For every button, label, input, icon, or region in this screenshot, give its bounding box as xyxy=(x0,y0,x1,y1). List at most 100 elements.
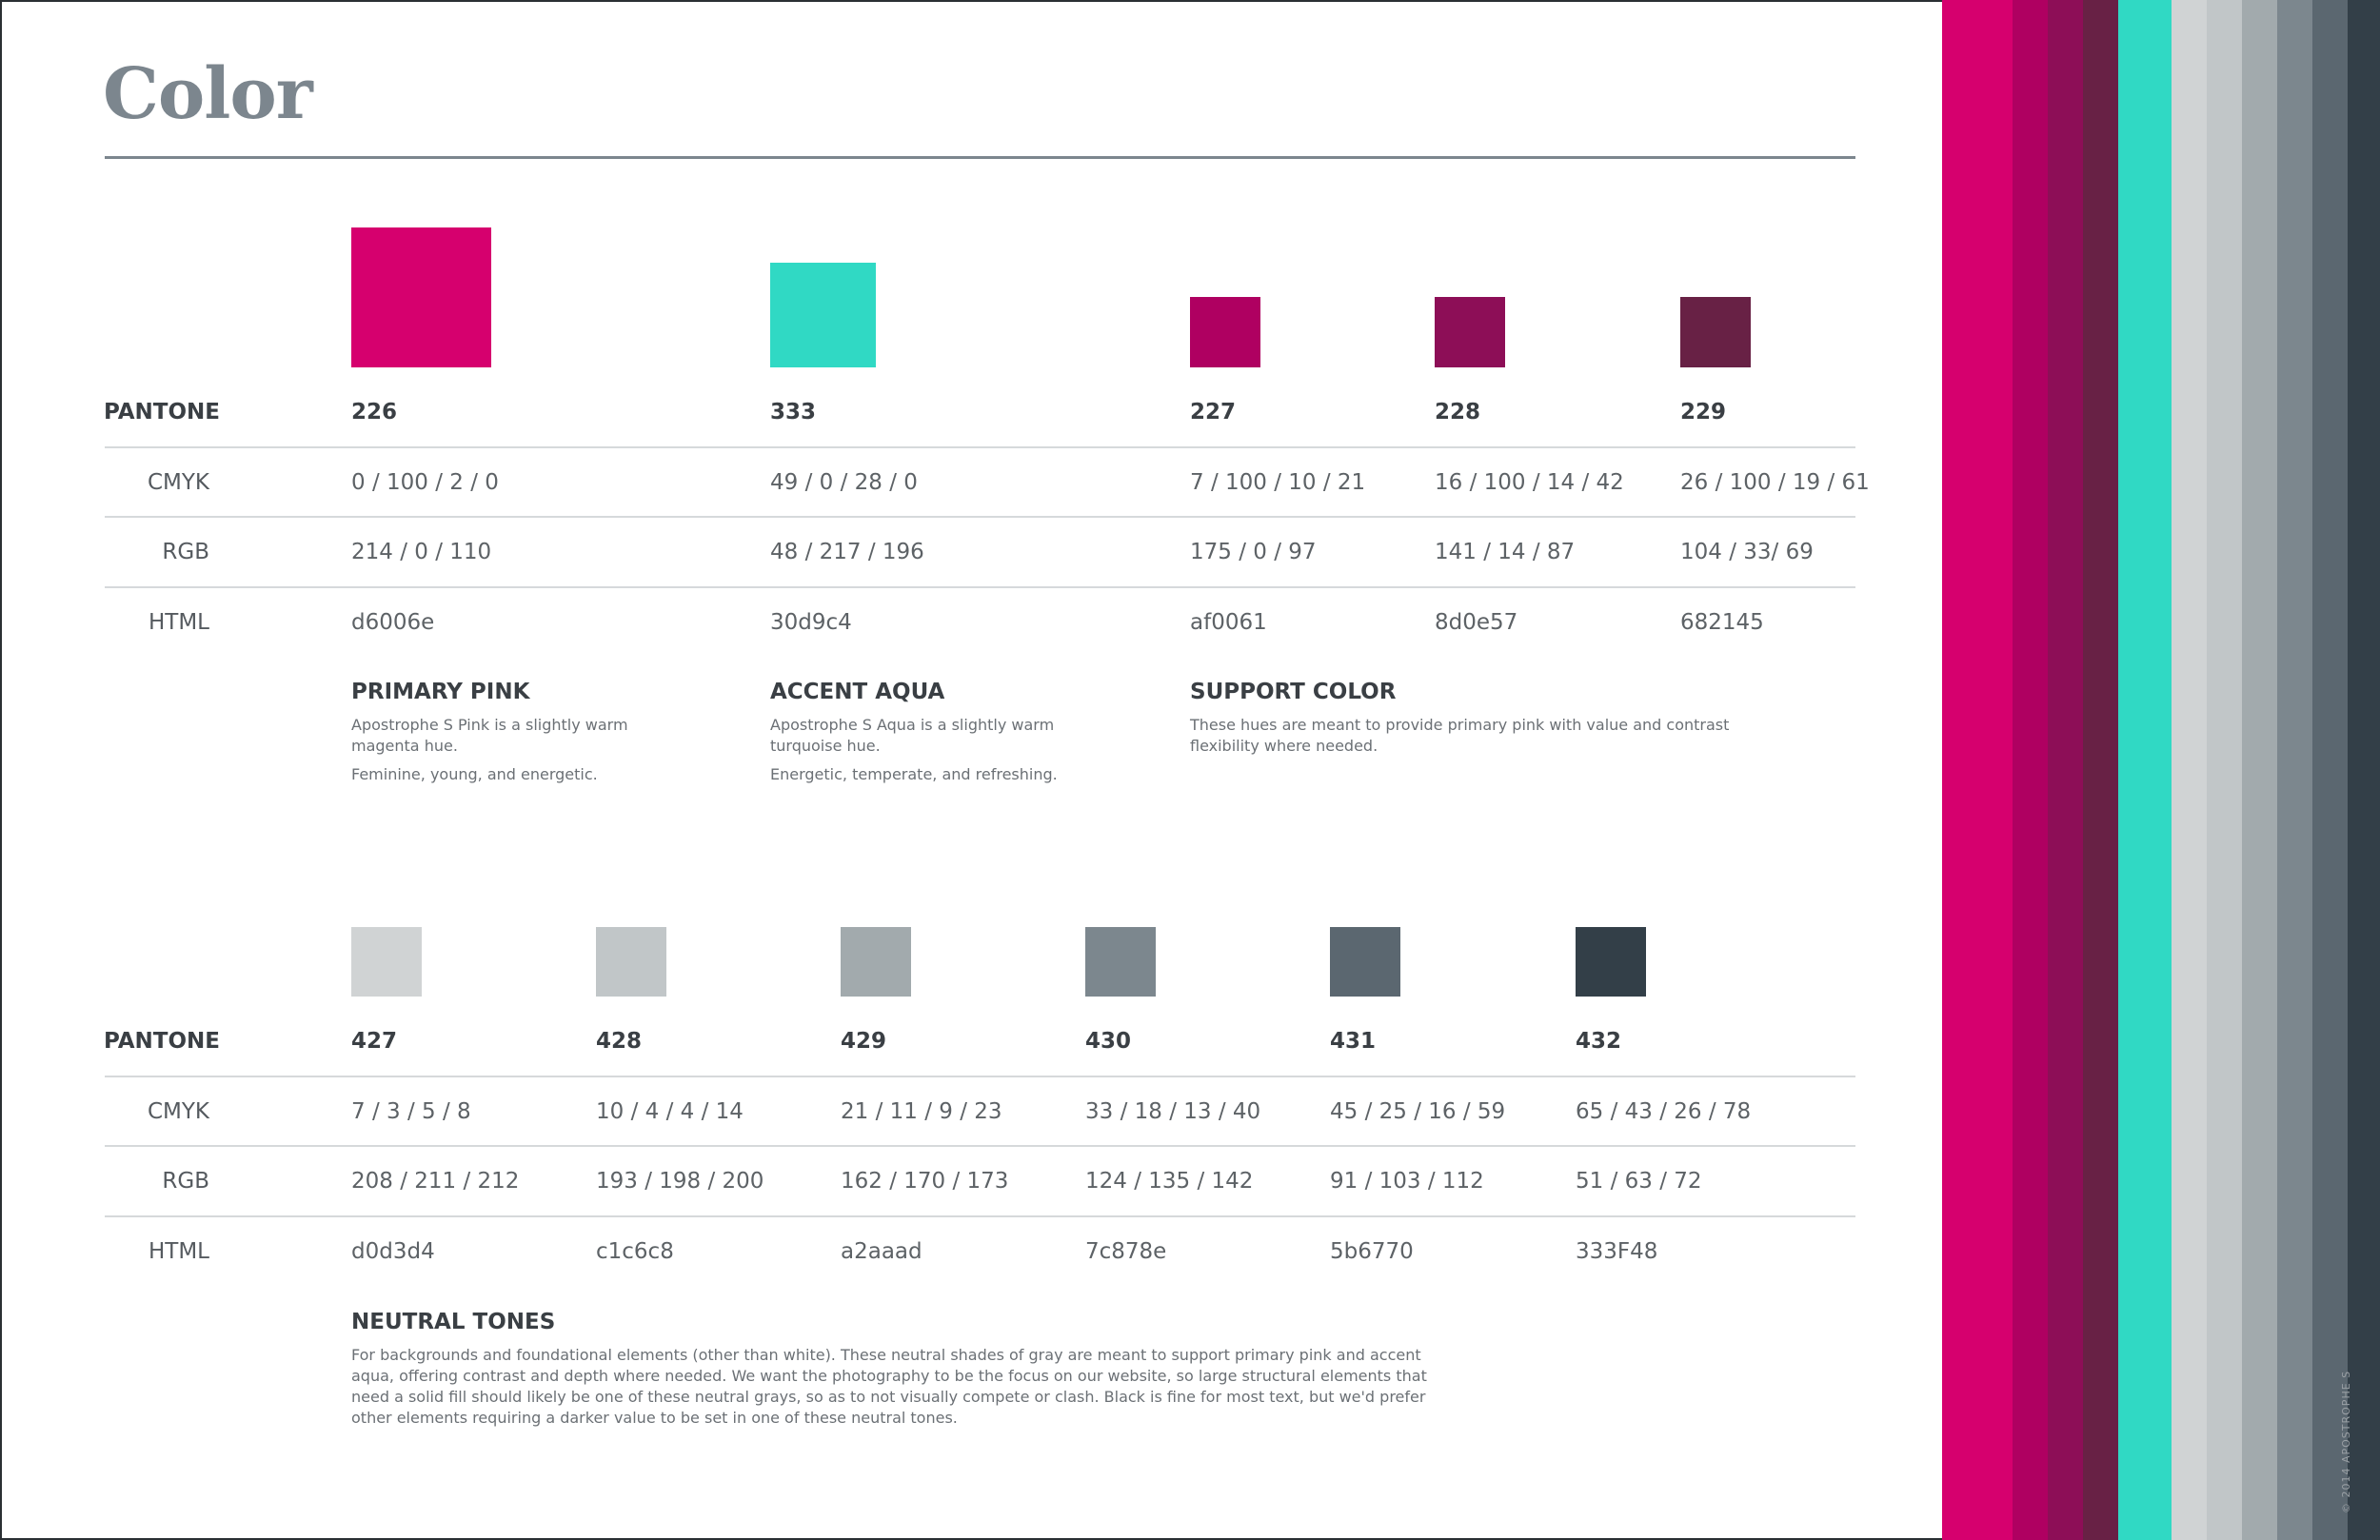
row-divider xyxy=(105,446,1855,448)
cmyk-value: 49 / 0 / 28 / 0 xyxy=(770,470,918,495)
pantone-value: 429 xyxy=(841,1029,887,1054)
html-value: d0d3d4 xyxy=(351,1239,435,1264)
copyright-text: © 2014 APOSTROPHE S xyxy=(2340,1370,2352,1513)
primary-pink-description: Apostrophe S Pink is a slightly warm mag… xyxy=(351,715,732,785)
rgb-value: 48 / 217 / 196 xyxy=(770,540,924,564)
pantone-value: 427 xyxy=(351,1029,398,1054)
rgb-value: 214 / 0 / 110 xyxy=(351,540,492,564)
description-line: turquoise hue. xyxy=(770,737,881,755)
rgb-value: 141 / 14 / 87 xyxy=(1435,540,1576,564)
html-value: af0061 xyxy=(1190,610,1267,635)
description-tagline: Feminine, young, and energetic. xyxy=(351,765,598,783)
description-line: For backgrounds and foundational element… xyxy=(351,1346,1421,1364)
pantone-label: PANTONE xyxy=(104,1029,220,1054)
stripe-428 xyxy=(2207,0,2242,1540)
rgb-value: 193 / 198 / 200 xyxy=(596,1169,764,1194)
swatch-229 xyxy=(1680,297,1751,367)
swatch-432 xyxy=(1576,927,1646,997)
cmyk-value: 16 / 100 / 14 / 42 xyxy=(1435,470,1624,495)
swatch-228 xyxy=(1435,297,1505,367)
pantone-value: 333 xyxy=(770,400,817,424)
pantone-value: 229 xyxy=(1680,400,1727,424)
cmyk-value: 26 / 100 / 19 / 61 xyxy=(1680,470,1870,495)
swatch-431 xyxy=(1330,927,1400,997)
description-line: Apostrophe S Pink is a slightly warm xyxy=(351,716,628,734)
cmyk-value: 7 / 3 / 5 / 8 xyxy=(351,1099,471,1124)
row-divider xyxy=(105,516,1855,518)
stripe-229 xyxy=(2083,0,2118,1540)
swatch-428 xyxy=(596,927,666,997)
cmyk-value: 21 / 11 / 9 / 23 xyxy=(841,1099,1002,1124)
html-label: HTML xyxy=(148,1239,209,1264)
description-line: Apostrophe S Aqua is a slightly warm xyxy=(770,716,1055,734)
neutral-tones-heading: NEUTRAL TONES xyxy=(351,1310,556,1334)
html-value: 333F48 xyxy=(1576,1239,1658,1264)
pantone-value: 432 xyxy=(1576,1029,1622,1054)
swatch-227 xyxy=(1190,297,1260,367)
stripe-226 xyxy=(1942,0,2013,1540)
rgb-value: 124 / 135 / 142 xyxy=(1085,1169,1254,1194)
description-line: other elements requiring a darker value … xyxy=(351,1409,958,1427)
row-divider xyxy=(105,1215,1855,1217)
description-line: aqua, offering contrast and depth where … xyxy=(351,1367,1427,1385)
description-line: need a solid fill should likely be one o… xyxy=(351,1388,1426,1406)
accent-aqua-heading: ACCENT AQUA xyxy=(770,680,945,704)
html-value: c1c6c8 xyxy=(596,1239,674,1264)
stripe-431 xyxy=(2312,0,2348,1540)
page-title: Color xyxy=(103,53,313,135)
rgb-value: 104 / 33/ 69 xyxy=(1680,540,1814,564)
rgb-value: 162 / 170 / 173 xyxy=(841,1169,1009,1194)
html-value: d6006e xyxy=(351,610,435,635)
swatch-427 xyxy=(351,927,422,997)
pantone-value: 226 xyxy=(351,400,398,424)
description-line: These hues are meant to provide primary … xyxy=(1190,716,1730,734)
html-value: 7c878e xyxy=(1085,1239,1167,1264)
row-divider xyxy=(105,1076,1855,1077)
cmyk-label: CMYK xyxy=(147,1099,209,1124)
cmyk-value: 10 / 4 / 4 / 14 xyxy=(596,1099,744,1124)
cmyk-label: CMYK xyxy=(147,470,209,495)
pantone-value: 428 xyxy=(596,1029,643,1054)
html-label: HTML xyxy=(148,610,209,635)
html-value: 5b6770 xyxy=(1330,1239,1414,1264)
row-divider xyxy=(105,1145,1855,1147)
html-value: 8d0e57 xyxy=(1435,610,1518,635)
support-color-description: These hues are meant to provide primary … xyxy=(1190,715,1799,757)
stripe-333 xyxy=(2118,0,2172,1540)
rgb-value: 175 / 0 / 97 xyxy=(1190,540,1317,564)
rgb-value: 51 / 63 / 72 xyxy=(1576,1169,1702,1194)
stripe-432 xyxy=(2348,0,2380,1540)
cmyk-value: 33 / 18 / 13 / 40 xyxy=(1085,1099,1261,1124)
swatch-429 xyxy=(841,927,911,997)
pantone-value: 228 xyxy=(1435,400,1481,424)
cmyk-value: 0 / 100 / 2 / 0 xyxy=(351,470,499,495)
row-divider xyxy=(105,586,1855,588)
stripe-429 xyxy=(2242,0,2277,1540)
rgb-value: 208 / 211 / 212 xyxy=(351,1169,520,1194)
rgb-value: 91 / 103 / 112 xyxy=(1330,1169,1484,1194)
description-line: magenta hue. xyxy=(351,737,458,755)
rgb-label: RGB xyxy=(162,540,209,564)
swatch-430 xyxy=(1085,927,1156,997)
html-value: 682145 xyxy=(1680,610,1764,635)
pantone-label: PANTONE xyxy=(104,400,220,424)
pantone-value: 227 xyxy=(1190,400,1237,424)
cmyk-value: 7 / 100 / 10 / 21 xyxy=(1190,470,1366,495)
swatch-333 xyxy=(770,263,876,367)
html-value: 30d9c4 xyxy=(770,610,852,635)
html-value: a2aaad xyxy=(841,1239,922,1264)
swatch-226 xyxy=(351,227,491,367)
accent-aqua-description: Apostrophe S Aqua is a slightly warm tur… xyxy=(770,715,1151,785)
description-line: flexibility where needed. xyxy=(1190,737,1378,755)
neutral-tones-description: For backgrounds and foundational element… xyxy=(351,1345,1456,1429)
cmyk-value: 65 / 43 / 26 / 78 xyxy=(1576,1099,1752,1124)
pantone-value: 431 xyxy=(1330,1029,1377,1054)
cmyk-value: 45 / 25 / 16 / 59 xyxy=(1330,1099,1506,1124)
pantone-value: 430 xyxy=(1085,1029,1132,1054)
title-divider xyxy=(105,156,1855,159)
stripe-227 xyxy=(2013,0,2048,1540)
primary-pink-heading: PRIMARY PINK xyxy=(351,680,530,704)
stripe-430 xyxy=(2277,0,2312,1540)
rgb-label: RGB xyxy=(162,1169,209,1194)
support-color-heading: SUPPORT COLOR xyxy=(1190,680,1397,704)
